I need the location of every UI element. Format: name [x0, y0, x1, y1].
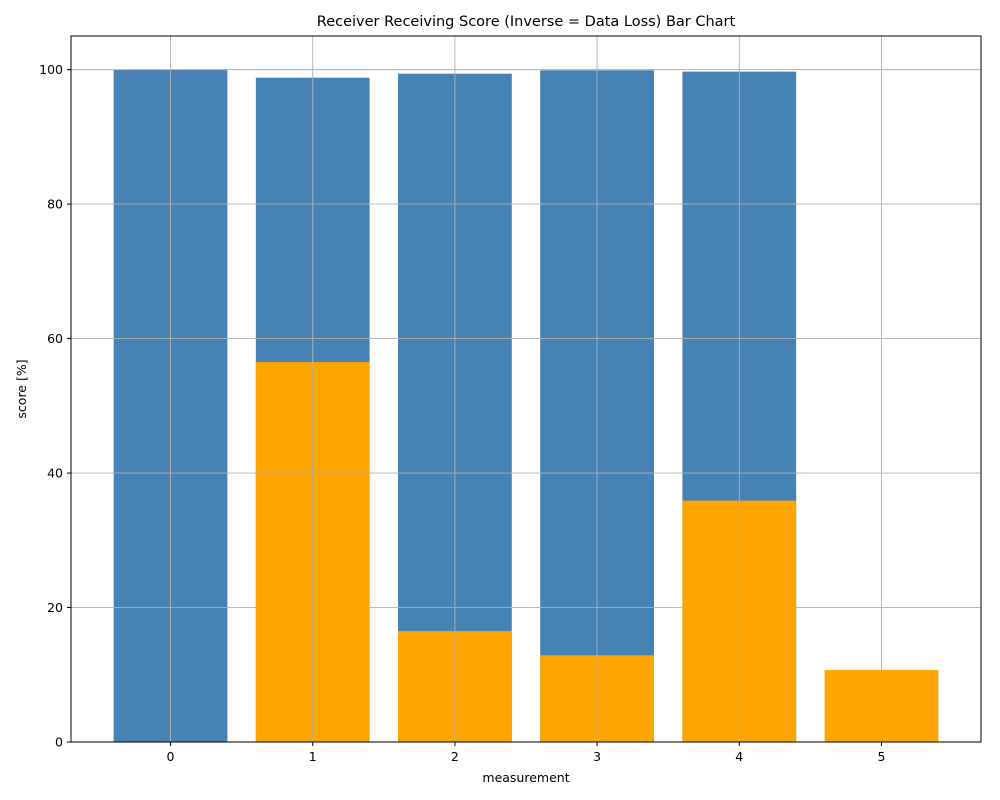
x-axis-label: measurement — [482, 770, 569, 785]
y-tick-label: 100 — [39, 62, 63, 77]
x-tick-label: 4 — [735, 749, 743, 764]
ticks: 0 1 2 3 4 5 0 20 40 60 80 100 — [39, 62, 885, 764]
x-tick-label: 0 — [167, 749, 175, 764]
plot-frame — [70, 35, 982, 743]
y-tick-label: 60 — [47, 331, 63, 346]
axes-frame — [70, 35, 982, 743]
x-tick-label: 5 — [877, 749, 885, 764]
chart-title: Receiver Receiving Score (Inverse = Data… — [317, 14, 736, 30]
y-tick-label: 20 — [47, 600, 63, 615]
x-tick-label: 1 — [309, 749, 317, 764]
y-axis-label: score [%] — [14, 359, 29, 418]
x-tick-label: 2 — [451, 749, 459, 764]
y-tick-label: 40 — [47, 466, 63, 481]
bars — [113, 69, 939, 743]
y-tick-label: 80 — [47, 197, 63, 212]
y-tick-label: 0 — [55, 735, 63, 750]
x-tick-label: 3 — [593, 749, 601, 764]
